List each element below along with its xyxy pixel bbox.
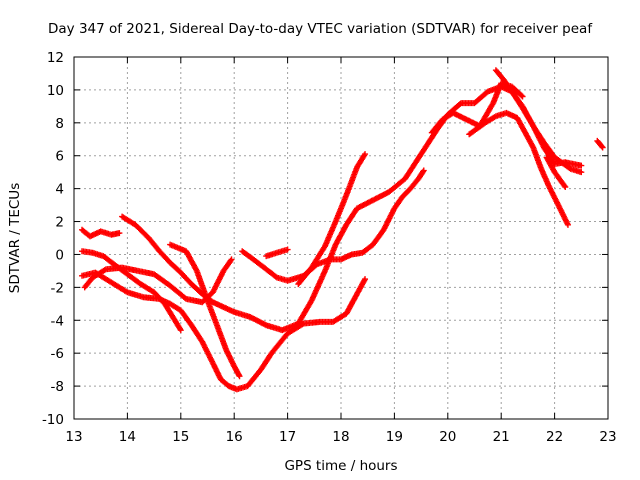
x-axis-label: GPS time / hours xyxy=(284,458,397,474)
x-tick-label: 21 xyxy=(493,429,510,445)
series-track-10 xyxy=(428,80,526,136)
data-point xyxy=(562,183,569,190)
x-tick-label: 14 xyxy=(119,429,136,445)
series-track-5 xyxy=(79,248,184,334)
x-tick-label: 18 xyxy=(332,429,349,445)
x-tick-label: 13 xyxy=(65,429,82,445)
y-tick-label: -2 xyxy=(51,280,64,296)
x-tick-label: 23 xyxy=(599,429,616,445)
x-tick-label: 19 xyxy=(386,429,403,445)
data-point xyxy=(362,276,369,283)
data-points xyxy=(79,67,606,393)
x-tick-label: 16 xyxy=(226,429,243,445)
data-point xyxy=(420,167,427,174)
data-point xyxy=(578,162,585,169)
data-point xyxy=(420,168,426,175)
y-tick-label: 8 xyxy=(55,116,64,132)
x-tick-label: 15 xyxy=(172,429,189,445)
data-point xyxy=(598,143,605,150)
x-tick-label: 22 xyxy=(546,429,563,445)
y-tick-label: 12 xyxy=(47,50,64,66)
data-point xyxy=(599,144,606,151)
chart-title: Day 347 of 2021, Sidereal Day-to-day VTE… xyxy=(48,21,593,37)
series-track-14 xyxy=(594,137,606,151)
series-track-3 xyxy=(79,269,369,393)
y-tick-label: 2 xyxy=(55,215,64,231)
y-tick-label: 0 xyxy=(55,247,64,263)
grid xyxy=(74,57,608,419)
data-point xyxy=(236,373,243,380)
data-point xyxy=(284,246,291,253)
x-tick-label: 20 xyxy=(439,429,456,445)
data-point xyxy=(519,93,526,100)
x-tick-label: 17 xyxy=(279,429,296,445)
y-axis-label: SDTVAR / TECUs xyxy=(7,183,23,293)
data-point xyxy=(518,92,525,99)
series-track-12 xyxy=(492,67,585,169)
data-point xyxy=(362,151,369,158)
data-point xyxy=(177,327,184,334)
series-track-1 xyxy=(79,226,123,240)
data-point xyxy=(228,256,235,263)
series-track-11 xyxy=(466,109,571,228)
data-point xyxy=(561,182,568,189)
data-point xyxy=(578,169,585,176)
y-tick-label: 10 xyxy=(47,83,64,99)
y-tick-label: -4 xyxy=(51,313,64,329)
y-tick-label: -8 xyxy=(51,379,64,395)
series-track-6 xyxy=(167,241,243,380)
series-track-9 xyxy=(295,151,369,288)
y-tick-label: -10 xyxy=(42,412,64,428)
data-point xyxy=(564,221,571,228)
data-point xyxy=(116,230,123,237)
y-tick-label: 4 xyxy=(55,182,64,198)
series-track-13 xyxy=(543,154,569,190)
y-tick-label: 6 xyxy=(55,149,64,165)
series-track-8 xyxy=(263,246,291,260)
y-tick-label: -6 xyxy=(51,346,64,362)
series-track-4 xyxy=(119,83,585,334)
axis-ticks: 13 14 15 16 17 18 19 20 21 22 23 -10 -8 -6 -4 -2 0 2 4 6 8 10… xyxy=(42,50,617,445)
